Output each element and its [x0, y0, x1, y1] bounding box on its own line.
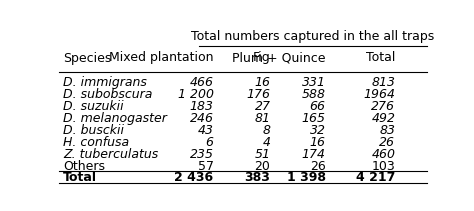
Text: Z. tuberculatus: Z. tuberculatus	[63, 148, 158, 161]
Text: 26: 26	[379, 136, 395, 149]
Text: D. suzukii: D. suzukii	[63, 100, 124, 113]
Text: 331: 331	[301, 77, 326, 89]
Text: 16: 16	[255, 77, 271, 89]
Text: 1 398: 1 398	[287, 171, 326, 184]
Text: 16: 16	[310, 136, 326, 149]
Text: 43: 43	[198, 124, 213, 137]
Text: 103: 103	[372, 160, 395, 173]
Text: 492: 492	[371, 112, 395, 125]
Text: D. busckii: D. busckii	[63, 124, 124, 137]
Text: 4 217: 4 217	[356, 171, 395, 184]
Text: 813: 813	[371, 77, 395, 89]
Text: 51: 51	[255, 148, 271, 161]
Text: 383: 383	[245, 171, 271, 184]
Text: H. confusa: H. confusa	[63, 136, 129, 149]
Text: D. subobscura: D. subobscura	[63, 88, 152, 101]
Text: 4: 4	[263, 136, 271, 149]
Text: 20: 20	[255, 160, 271, 173]
Text: Species: Species	[63, 52, 111, 65]
Text: 1964: 1964	[364, 88, 395, 101]
Text: 83: 83	[379, 124, 395, 137]
Text: 588: 588	[301, 88, 326, 101]
Text: 176: 176	[246, 88, 271, 101]
Text: 174: 174	[301, 148, 326, 161]
Text: 466: 466	[190, 77, 213, 89]
Text: 1 200: 1 200	[178, 88, 213, 101]
Text: Fig: Fig	[253, 51, 271, 64]
Text: 276: 276	[371, 100, 395, 113]
Text: Total: Total	[366, 51, 395, 64]
Text: D. immigrans: D. immigrans	[63, 77, 147, 89]
Text: 26: 26	[310, 160, 326, 173]
Text: 66: 66	[310, 100, 326, 113]
Text: Total: Total	[63, 171, 97, 184]
Text: Plum + Quince: Plum + Quince	[232, 51, 326, 64]
Text: 235: 235	[190, 148, 213, 161]
Text: 32: 32	[310, 124, 326, 137]
Text: Total numbers captured in the all traps: Total numbers captured in the all traps	[191, 30, 434, 43]
Text: D. melanogaster: D. melanogaster	[63, 112, 167, 125]
Text: 81: 81	[255, 112, 271, 125]
Text: 183: 183	[190, 100, 213, 113]
Text: 246: 246	[190, 112, 213, 125]
Text: 2 436: 2 436	[174, 171, 213, 184]
Text: 6: 6	[206, 136, 213, 149]
Text: 460: 460	[371, 148, 395, 161]
Text: Others: Others	[63, 160, 105, 173]
Text: 27: 27	[255, 100, 271, 113]
Text: 8: 8	[263, 124, 271, 137]
Text: 165: 165	[301, 112, 326, 125]
Text: 57: 57	[198, 160, 213, 173]
Text: Mixed plantation: Mixed plantation	[109, 51, 213, 64]
